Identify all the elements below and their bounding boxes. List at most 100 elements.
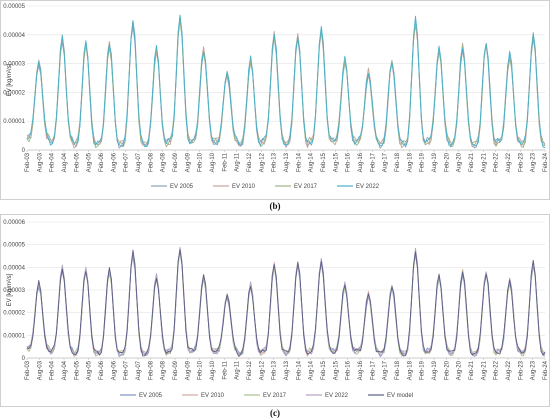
chart-panel-c: EV [kg/m²/s] (c) 0 0.00001 0.00002 0.00003 0… [0, 214, 550, 418]
x-tick-label: Feb-23 [518, 152, 524, 172]
x-tick-label: Feb-17 [370, 360, 376, 380]
x-tick-label: Feb-11 [222, 152, 228, 171]
x-tick-label: Aug-11 [235, 360, 241, 380]
x-tick-label: Feb-05 [74, 152, 80, 172]
legend-label: EV 2010 [232, 184, 256, 190]
x-tick-label: Aug-16 [358, 360, 364, 380]
series-line-ev-2022 [26, 14, 546, 149]
x-tick-label: Feb-18 [395, 360, 401, 380]
x-tick-label: Aug-04 [62, 360, 68, 380]
x-tick-label: Feb-20 [444, 152, 450, 172]
x-tick-label: Aug-12 [259, 152, 265, 172]
y-tick-label: 0.00004 [3, 265, 25, 271]
legend-label: EV 2022 [356, 184, 380, 190]
x-tick-label: Feb-07 [124, 360, 130, 380]
x-tick-label: Feb-10 [198, 360, 204, 380]
x-tick-label: Aug-10 [210, 152, 216, 172]
x-tick-label: Feb-19 [420, 360, 426, 380]
x-tick-label: Aug-19 [432, 152, 438, 172]
x-tick-label: Aug-22 [506, 360, 512, 380]
caption-b: (b) [270, 201, 281, 211]
x-tick-label: Feb-15 [321, 360, 327, 380]
x-tick-label: Aug-17 [383, 152, 389, 172]
x-tick-label: Feb-22 [494, 360, 500, 380]
x-tick-label: Feb-14 [296, 360, 302, 380]
y-tick-label: 0.00002 [3, 90, 25, 96]
legend-label: EV 2010 [201, 393, 225, 399]
x-tick-label: Feb-11 [222, 360, 228, 379]
x-tick-label: Feb-03 [25, 152, 31, 172]
y-tick-label: 0.00002 [3, 311, 25, 317]
legend-label: EV 2022 [325, 393, 349, 399]
x-tick-label: Feb-03 [25, 360, 31, 380]
x-tick-label: Aug-12 [259, 360, 265, 380]
series-line-ev-model [26, 249, 546, 357]
x-tick-label: Aug-20 [457, 360, 463, 380]
x-tick-label: Feb-08 [148, 360, 154, 380]
x-tick-label: Feb-09 [173, 152, 179, 172]
x-tick-label: Feb-17 [370, 152, 376, 172]
x-tick-label: Aug-07 [136, 152, 142, 172]
x-tick-label: Feb-06 [99, 152, 105, 172]
y-tick-label: 0.00001 [3, 333, 25, 339]
x-tick-label: Feb-24 [543, 360, 549, 380]
x-tick-label: Aug-06 [111, 360, 117, 380]
y-tick-label: 0.00005 [3, 243, 25, 249]
x-tick-label: Aug-06 [111, 152, 117, 172]
x-tick-label: Aug-22 [506, 152, 512, 172]
x-tick-label: Aug-03 [37, 152, 43, 172]
x-tick-label: Feb-12 [247, 152, 253, 172]
x-tick-label: Aug-15 [333, 152, 339, 172]
x-tick-label: Aug-23 [531, 360, 537, 380]
x-tick-label: Aug-19 [432, 360, 438, 380]
legend-label: EV 2005 [139, 393, 163, 399]
x-tick-label: Feb-16 [346, 360, 352, 380]
x-tick-label: Aug-23 [531, 152, 537, 172]
x-tick-label: Feb-20 [444, 360, 450, 380]
x-tick-label: Feb-16 [346, 152, 352, 172]
x-tick-label: Aug-14 [309, 360, 315, 380]
x-tick-label: Aug-09 [185, 152, 191, 172]
x-tick-label: Feb-21 [469, 152, 475, 172]
y-axis-label-b: EV [kg/m²/s] [7, 63, 13, 96]
x-tick-label: Aug-03 [37, 360, 43, 380]
x-tick-label: Feb-19 [420, 152, 426, 172]
x-tick-label: Aug-08 [161, 152, 167, 172]
x-tick-label: Aug-13 [284, 152, 290, 172]
x-tick-label: Feb-06 [99, 360, 105, 380]
x-tick-label: Aug-07 [136, 360, 142, 380]
x-tick-label: Feb-13 [272, 152, 278, 172]
x-tick-label: Aug-09 [185, 360, 191, 380]
x-tick-label: Feb-22 [494, 152, 500, 172]
x-tick-label: Feb-04 [50, 360, 56, 380]
x-tick-label: Feb-23 [518, 360, 524, 380]
x-tick-label: Feb-12 [247, 360, 253, 380]
y-tick-label: 0.00004 [3, 33, 25, 39]
y-tick-label: 0.00001 [3, 119, 25, 125]
y-tick-label: 0 [22, 148, 26, 154]
caption-c: (c) [270, 408, 280, 418]
y-tick-label: 0.00003 [3, 62, 25, 68]
x-tick-label: Feb-13 [272, 360, 278, 380]
legend-label: EV 2005 [170, 184, 194, 190]
x-tick-label: Aug-14 [309, 152, 315, 172]
y-axis-label-c: EV [kg/m²/s] [7, 273, 13, 306]
x-tick-label: Feb-14 [296, 152, 302, 172]
x-tick-label: Feb-24 [543, 152, 549, 172]
x-tick-label: Feb-10 [198, 152, 204, 172]
x-tick-label: Feb-04 [50, 152, 56, 172]
x-tick-label: Aug-18 [407, 360, 413, 380]
x-tick-label: Aug-05 [87, 360, 93, 380]
x-tick-label: Aug-10 [210, 360, 216, 380]
x-tick-label: Aug-08 [161, 360, 167, 380]
x-tick-label: Feb-09 [173, 360, 179, 380]
x-tick-label: Aug-11 [235, 152, 241, 172]
x-tick-label: Aug-17 [383, 360, 389, 380]
chart-panel-b: EV [kg/m²/s] (b) 0 0.00001 0.00002 0.00003 0… [0, 0, 550, 211]
x-tick-label: Feb-21 [469, 360, 475, 380]
x-tick-label: Aug-16 [358, 152, 364, 172]
x-tick-label: Feb-08 [148, 152, 154, 172]
x-tick-label: Aug-04 [62, 152, 68, 172]
y-tick-label: 0.00003 [3, 288, 25, 294]
x-tick-label: Feb-05 [74, 360, 80, 380]
